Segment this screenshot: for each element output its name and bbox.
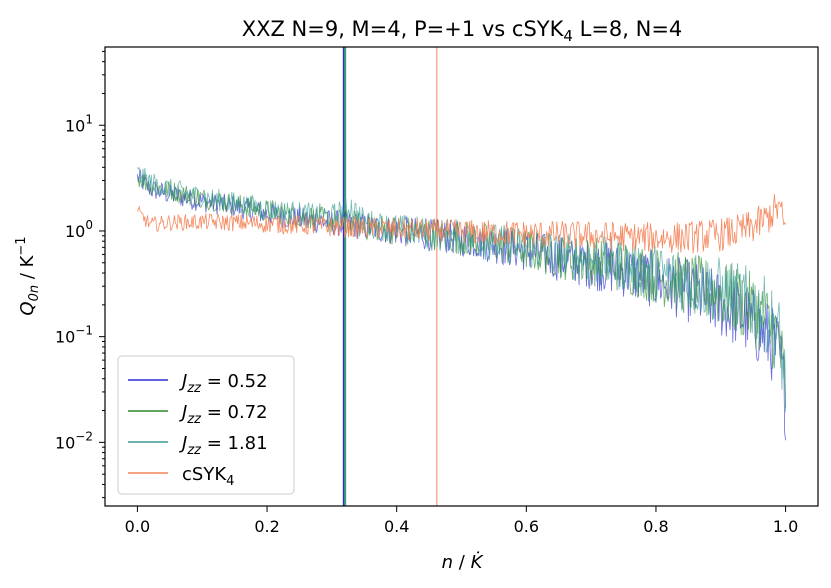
y-tick-label: 100: [65, 218, 93, 241]
x-tick-label: 0.2: [254, 517, 279, 536]
y-tick-label: 101: [65, 112, 93, 135]
series-3-line: [137, 166, 786, 413]
series-4-point: [765, 218, 767, 220]
x-tick-label: 0.4: [384, 517, 409, 536]
series-2-point: [623, 266, 625, 268]
series-4-point: [234, 222, 236, 224]
series-3-point: [266, 208, 268, 210]
series-4-point: [525, 233, 527, 235]
series-2-point: [778, 340, 780, 342]
series-3-point: [169, 188, 171, 190]
legend: Jzz = 0.52 Jzz = 0.72 Jzz = 1.81 cSYK4: [117, 355, 295, 495]
series-1-point: [266, 213, 268, 215]
legend-frame: [117, 355, 295, 495]
series-4-point: [201, 221, 203, 223]
legend-label: Jzz = 0.72: [179, 402, 268, 427]
series-3-point: [752, 304, 754, 306]
x-tick-label: 0.0: [125, 517, 150, 536]
series-3-point: [720, 290, 722, 292]
series-3-point: [298, 213, 300, 215]
series-3-point: [525, 247, 527, 249]
series-4-point: [687, 236, 689, 238]
legend-label: Jzz = 1.81: [179, 433, 268, 458]
series-3-point: [461, 236, 463, 238]
series-4-line: [137, 194, 786, 254]
series-3-point: [234, 202, 236, 204]
series-4-point: [149, 224, 151, 226]
y-tick-label: 10−2: [55, 429, 93, 452]
x-tick-label: 0.6: [514, 517, 539, 536]
series-3-point: [623, 264, 625, 266]
series-3-point: [350, 206, 352, 208]
series-4-point: [363, 227, 365, 229]
series-3-point: [201, 196, 203, 198]
series-4-point: [655, 237, 657, 239]
series-3-point: [149, 181, 151, 183]
y-tick-label: 10−1: [55, 324, 93, 347]
chart-title: XXZ N=9, M=4, P=+1 vs cSYK4 L=8, N=4: [242, 17, 683, 45]
x-tick-label: 1.0: [773, 517, 798, 536]
series-4-point: [428, 230, 430, 232]
legend-label: cSYK4: [182, 464, 234, 489]
series-3-point: [739, 297, 741, 299]
y-axis-label: Q0n / K−1: [14, 236, 42, 315]
series-4-point: [169, 222, 171, 224]
series-4-point: [623, 236, 625, 238]
series-3-point: [785, 384, 787, 386]
plot-area: [104, 46, 819, 507]
series-4-point: [778, 206, 780, 208]
series-3-point: [765, 314, 767, 316]
series-3-point: [558, 253, 560, 255]
series-4-point: [720, 234, 722, 236]
x-axis: 0.0 0.2 0.4 0.6 0.8 1.0: [125, 506, 798, 536]
series-2-point: [136, 175, 138, 177]
series-3-point: [687, 281, 689, 283]
plot-frame: [104, 46, 819, 507]
series-4-point: [396, 228, 398, 230]
legend-label: Jzz = 0.52: [179, 371, 268, 396]
series-4-point: [739, 230, 741, 232]
y-axis: 10−2 10−1 100 101: [55, 50, 105, 499]
series-4-point: [558, 234, 560, 236]
series-3-point: [136, 172, 138, 174]
series-3-point: [778, 336, 780, 338]
series-4-point: [266, 223, 268, 225]
series-4-point: [461, 231, 463, 233]
series-4-point: [590, 235, 592, 237]
series-4-point: [331, 226, 333, 228]
series-4-point: [493, 232, 495, 234]
series-4-point: [785, 230, 787, 232]
series-3-point: [655, 272, 657, 274]
series-4-point: [298, 224, 300, 226]
x-axis-label: n / K̇: [442, 552, 484, 573]
series-4-point: [136, 211, 138, 213]
series-4-point: [752, 226, 754, 228]
x-tick-label: 0.8: [643, 517, 668, 536]
series-3-point: [590, 258, 592, 260]
